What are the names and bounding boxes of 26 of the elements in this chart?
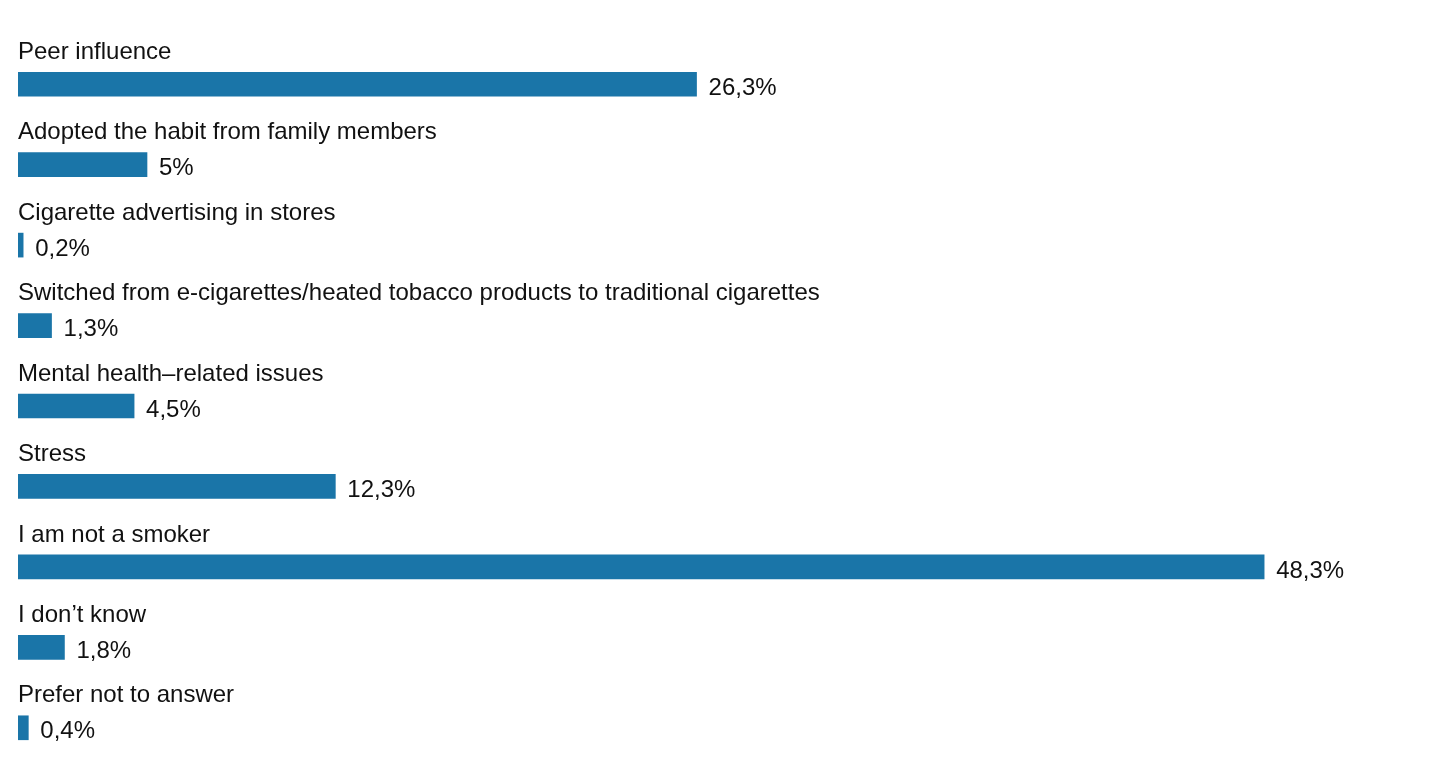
data-label: 48,3% (1276, 555, 1345, 583)
data-label: 12,3% (347, 475, 416, 503)
y-tick-label: I don’t know (18, 599, 147, 627)
data-label: 0,2% (35, 233, 90, 261)
data-label: 1,3% (63, 314, 119, 342)
data-label: 26,3% (708, 72, 777, 100)
data-label: 0,4% (40, 716, 96, 744)
data-label: 4,5% (146, 394, 201, 422)
y-tick-label: Mental health–related issues (18, 358, 324, 386)
bar (18, 635, 65, 660)
y-tick-label: Prefer not to answer (18, 680, 235, 708)
y-tick-label: Switched from e-cigarettes/heated tobacco products to traditional cigarettes (18, 278, 820, 306)
data-label: 1,8% (76, 635, 132, 663)
y-tick-label: I am not a smoker (18, 519, 211, 547)
bar (18, 715, 29, 741)
y-tick-label: Peer influence (18, 36, 172, 64)
data-label: 5% (159, 153, 194, 181)
bar (18, 554, 1265, 580)
bar (18, 474, 336, 499)
y-tick-label: Adopted the habit from family members (18, 117, 437, 145)
bar (18, 152, 148, 177)
bar (18, 313, 52, 338)
y-tick-label: Cigarette advertising in stores (18, 197, 336, 225)
bar (18, 71, 697, 97)
bar (18, 393, 135, 419)
y-tick-label: Stress (18, 439, 87, 467)
